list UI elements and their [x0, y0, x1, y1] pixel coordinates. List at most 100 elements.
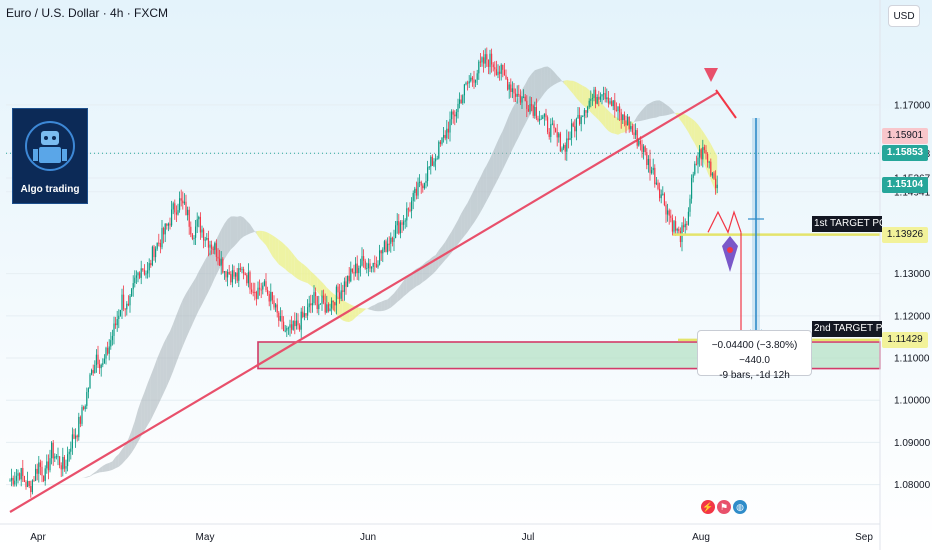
candle-body	[561, 148, 563, 152]
candle-body	[676, 228, 678, 231]
candle-body	[49, 458, 51, 471]
trendline[interactable]	[9, 91, 718, 513]
candle-body	[332, 300, 334, 303]
candle-body	[625, 120, 627, 126]
cloud-segment	[141, 392, 145, 437]
candle-body	[321, 295, 323, 304]
price-tag[interactable]: 1.13926	[882, 226, 928, 243]
candle-body	[716, 184, 718, 189]
cloud-segment	[246, 220, 250, 235]
candle-body	[395, 225, 397, 239]
candle-body	[316, 296, 318, 310]
candle-body	[22, 468, 24, 476]
candle-body	[492, 64, 494, 68]
candle-body	[635, 130, 637, 136]
candle-body	[289, 324, 291, 328]
candle-body	[76, 435, 78, 438]
cloud-segment	[269, 233, 273, 257]
cloud-segment	[118, 449, 122, 467]
candle-body	[411, 200, 413, 211]
cloud-segment	[445, 236, 449, 261]
candle-body	[475, 79, 477, 83]
flash-icon[interactable]: ⚡	[701, 500, 715, 514]
candle-body	[430, 156, 432, 167]
candle-body	[550, 124, 552, 137]
time-tick-label: Jun	[360, 532, 376, 543]
projection-path	[707, 210, 745, 340]
event-icons[interactable]: ⚡ ⚑ ◍	[701, 500, 747, 514]
robot-icon	[25, 121, 75, 171]
candle-body	[433, 161, 435, 166]
candle-body	[615, 109, 617, 111]
candle-body	[119, 309, 121, 316]
candle-body	[219, 258, 221, 266]
candle-body	[252, 291, 254, 293]
currency-button[interactable]: USD	[888, 5, 920, 27]
candle-body	[60, 465, 62, 470]
cloud-segment	[93, 471, 97, 475]
time-axis[interactable]: Apr May Jun Jul Aug Sep	[0, 523, 880, 543]
price-tick-label: 1.13000	[894, 269, 931, 280]
candle-body	[105, 347, 107, 359]
candle-body	[619, 106, 621, 113]
candle-body	[14, 480, 16, 485]
candle-body	[643, 146, 645, 152]
cloud-segment	[154, 358, 158, 414]
candle-body	[566, 138, 568, 152]
candle-body	[334, 302, 336, 306]
target-2-label[interactable]: 2nd TARGET POINT	[812, 320, 882, 337]
price-axis[interactable]: 1.170001.158531.152671.149411.130001.120…	[879, 0, 931, 550]
candle-body	[387, 243, 389, 253]
candle-body	[263, 281, 265, 286]
candle-body	[436, 158, 438, 160]
price-tag[interactable]: 1.11429	[882, 331, 928, 348]
candle-body	[369, 263, 371, 269]
candle-body	[198, 216, 200, 220]
cloud-segment	[317, 277, 321, 296]
candle-body	[116, 319, 118, 326]
price-tag[interactable]: 1.15901	[882, 128, 928, 145]
candle-body	[25, 481, 27, 487]
candle-body	[571, 123, 573, 139]
price-tag[interactable]: 1.15853	[882, 145, 928, 162]
price-tag[interactable]: 1.15104	[882, 176, 928, 193]
measurement-box[interactable]: −0.04400 (−3.80%) −440.0 -9 bars, -1d 12…	[697, 330, 812, 381]
candle-body	[516, 93, 518, 97]
candle-body	[526, 100, 528, 109]
cloud-segment	[598, 99, 602, 124]
candle-body	[564, 145, 566, 152]
cloud-segment	[691, 118, 695, 144]
cloud-segment	[554, 71, 558, 85]
candle-body	[622, 114, 624, 121]
cloud-segment	[390, 293, 394, 308]
candle-body	[94, 365, 96, 373]
cloud-segment	[653, 100, 657, 118]
cloud-segment	[282, 242, 286, 270]
candle-body	[183, 201, 185, 204]
candle-body	[380, 250, 382, 254]
candle-body	[355, 263, 357, 274]
candle-body	[41, 466, 43, 476]
candle-body	[324, 302, 326, 313]
cloud-segment	[256, 230, 260, 239]
candle-body	[379, 250, 381, 265]
cloud-segment	[381, 300, 385, 312]
candle-body	[126, 303, 128, 310]
candle-body	[375, 264, 377, 268]
candle-body	[230, 274, 232, 283]
target-1-label[interactable]: 1st TARGET POINT	[812, 215, 882, 232]
measure-arrow[interactable]	[748, 118, 764, 340]
cloud-segment	[224, 219, 228, 260]
candle-body	[247, 272, 249, 284]
globe-icon[interactable]: ◍	[733, 500, 747, 514]
cloud-segment	[400, 280, 404, 300]
candle-body	[220, 258, 222, 266]
candle-body	[651, 170, 653, 174]
candle-body	[398, 221, 400, 234]
candle-body	[396, 221, 398, 226]
symbol-title[interactable]: Euro / U.S. Dollar · 4h · FXCM	[6, 6, 169, 20]
flag-icon[interactable]: ⚑	[717, 500, 731, 514]
cloud-segment	[192, 277, 196, 325]
